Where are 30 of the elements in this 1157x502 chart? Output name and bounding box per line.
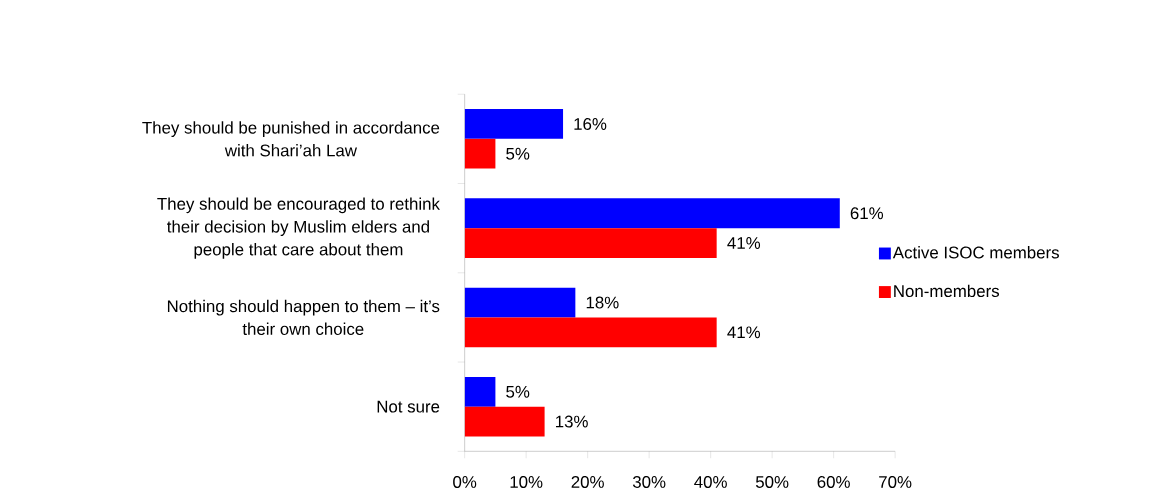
bar xyxy=(464,198,840,229)
data-label: 41% xyxy=(727,237,761,249)
bar xyxy=(464,228,717,258)
data-label: 16% xyxy=(574,118,607,131)
x-tick-label: 50% xyxy=(755,476,789,488)
data-label: 18% xyxy=(586,296,619,309)
data-label: 5% xyxy=(506,147,530,160)
x-tick-label: 40% xyxy=(694,476,727,488)
y-tick-label: Not sure xyxy=(377,400,440,413)
y-tick-label: They should be encouraged to rethink their decision by Muslim elders and people that care about them xyxy=(157,197,440,259)
data-label: 13% xyxy=(556,415,588,428)
legend-label: Non-members xyxy=(894,284,1000,298)
bar xyxy=(464,109,564,139)
x-tick-label: 70% xyxy=(879,476,912,488)
bar xyxy=(464,287,576,318)
bar xyxy=(464,376,496,407)
x-tick-label: 60% xyxy=(817,476,850,488)
legend-label: Active ISOC members xyxy=(892,246,1059,259)
data-label: 41% xyxy=(727,326,761,339)
bar xyxy=(464,406,545,437)
data-label: 61% xyxy=(850,207,884,220)
y-tick-label: They should be punished in accordance with Shari’ah Law xyxy=(142,121,440,157)
bar xyxy=(464,138,496,169)
x-tick-label: 10% xyxy=(510,476,543,488)
bar xyxy=(464,317,717,348)
y-tick-label: Nothing should happen to them – it’s their own choice xyxy=(167,299,440,336)
x-tick-label: 30% xyxy=(632,476,666,488)
data-label: 5% xyxy=(506,385,530,398)
x-tick-label: 20% xyxy=(571,476,604,488)
x-tick-label: 0% xyxy=(453,476,477,488)
